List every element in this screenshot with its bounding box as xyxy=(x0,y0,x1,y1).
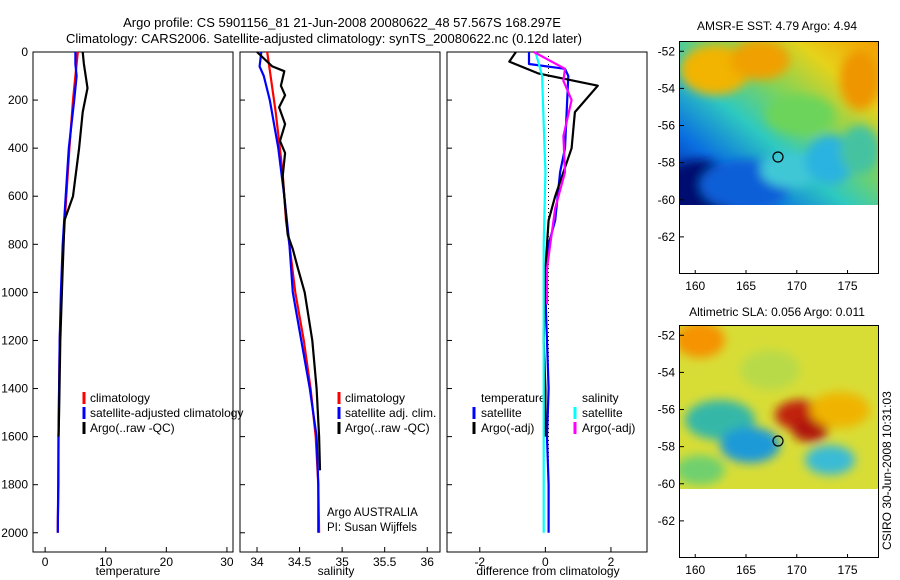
salinity-axes-frame xyxy=(239,51,441,553)
legend-label-sal-satellite: satellite xyxy=(582,406,623,420)
legend-label-argo: Argo(..raw -QC) xyxy=(90,421,175,435)
legend-header-salinity: salinity xyxy=(582,391,619,405)
legend-header-temperature: temperature xyxy=(481,391,546,405)
altimetric-sla-ytick-label: -56 xyxy=(658,403,676,417)
temperature-xtick-label: 30 xyxy=(220,555,234,569)
difference-legend: temperature satellite Argo(-adj) salinit… xyxy=(472,391,635,435)
salinity-xtick-label: 35.5 xyxy=(373,555,397,569)
legend-label-satellite: satellite-adjusted climatology xyxy=(90,406,243,420)
temperature-series-satellite-adjusted xyxy=(56,52,78,533)
legend-label-temp-argo: Argo(-adj) xyxy=(481,421,534,435)
temperature-ytick-label: 1600 xyxy=(1,430,28,444)
sla-map-frame xyxy=(679,325,879,558)
temperature-xtick-label: 10 xyxy=(99,555,113,569)
temperature-xlabel: temperature xyxy=(96,564,161,578)
temperature-ytick-label: 2000 xyxy=(1,526,28,540)
temperature-axes-frame xyxy=(32,51,234,553)
temperature-ytick-label: 1400 xyxy=(1,382,28,396)
temperature-panel: temperature xyxy=(32,51,234,578)
argo-position-marker xyxy=(772,435,784,447)
amsr-sst-ytick-label: -62 xyxy=(658,230,676,244)
argo-agency-annotation: Argo AUSTRALIA xyxy=(327,507,418,519)
temperature-ytick-label: 400 xyxy=(8,141,28,155)
amsr-sst-ytick-label: -52 xyxy=(658,44,676,58)
altimetric-sla-ytick-label: -60 xyxy=(658,477,676,491)
salinity-xtick-label: 35 xyxy=(335,555,349,569)
amsr-sst-xtick-label: 160 xyxy=(685,279,705,293)
altimetric-sla-ytick-label: -58 xyxy=(658,440,676,454)
legend-label-argo: Argo(..raw -QC) xyxy=(345,421,430,435)
difference-series-salinity-satellite xyxy=(534,51,547,533)
sst-map-title: AMSR-E SST: 4.79 Argo: 4.94 xyxy=(697,19,857,33)
temperature-ytick-label: 1000 xyxy=(1,285,28,299)
difference-panel: difference from climatology xyxy=(446,51,648,578)
temperature-ytick-label: 1800 xyxy=(1,478,28,492)
figure-title-line2: Climatology: CARS2006. Satellite-adjuste… xyxy=(66,31,582,46)
altimetric-sla-ytick-label: -52 xyxy=(658,328,676,342)
altimetric-sla-xtick-label: 165 xyxy=(736,563,756,577)
sla-heatmap xyxy=(680,326,878,489)
legend-label-satellite: satellite adj. clim. xyxy=(345,406,436,420)
salinity-xtick-label: 34.5 xyxy=(288,555,312,569)
amsr-sst-ytick-label: -54 xyxy=(658,81,676,95)
salinity-legend: climatology satellite adj. clim. Argo(..… xyxy=(327,391,436,534)
sst-map-panel: AMSR-E SST: 4.79 Argo: 4.94 xyxy=(679,19,879,274)
difference-xtick-label: 2 xyxy=(608,555,615,569)
difference-xtick-label: 0 xyxy=(542,555,549,569)
legend-label-temp-satellite: satellite xyxy=(481,406,522,420)
difference-xtick-label: -2 xyxy=(474,555,485,569)
amsr-sst-ytick-label: -60 xyxy=(658,193,676,207)
difference-series-temperature-argo xyxy=(508,51,599,437)
temperature-ytick-label: 600 xyxy=(8,189,28,203)
altimetric-sla-ytick-label: -62 xyxy=(658,514,676,528)
amsr-sst-ytick-label: -56 xyxy=(658,119,676,133)
salinity-panel: salinity xyxy=(239,51,441,578)
argo-position-marker xyxy=(772,151,784,163)
legend-label-sal-argo: Argo(-adj) xyxy=(582,421,635,435)
sst-map-frame xyxy=(679,41,879,274)
temperature-ytick-label: 0 xyxy=(21,45,28,59)
chart-marks: 0 10 20 30020040060080010001200140016001800… xyxy=(1,44,858,577)
amsr-sst-xtick-label: 170 xyxy=(787,279,807,293)
temperature-ytick-label: 200 xyxy=(8,93,28,107)
altimetric-sla-xtick-label: 160 xyxy=(685,563,705,577)
altimetric-sla-xtick-label: 170 xyxy=(787,563,807,577)
salinity-series-argo xyxy=(256,51,322,471)
altimetric-sla-ytick-label: -54 xyxy=(658,365,676,379)
legend-label-climatology: climatology xyxy=(90,391,150,405)
salinity-xtick-label: 34 xyxy=(250,555,264,569)
temperature-legend: climatology satellite-adjusted climatolo… xyxy=(82,391,243,435)
difference-xlabel: difference from climatology xyxy=(476,564,619,578)
temperature-xtick-label: 20 xyxy=(160,555,174,569)
figure-title-line1: Argo profile: CS 5901156_81 21-Jun-2008 … xyxy=(123,15,561,30)
sst-heatmap xyxy=(680,42,878,205)
legend-label-climatology: climatology xyxy=(345,391,405,405)
salinity-xlabel: salinity xyxy=(318,564,355,578)
salinity-series-satellite-adjusted xyxy=(258,51,320,533)
temperature-ytick-label: 1200 xyxy=(1,333,28,347)
temperature-series-argo xyxy=(57,51,89,437)
argo-pi-annotation: PI: Susan Wijffels xyxy=(327,522,417,534)
sla-map-title: Altimetric SLA: 0.056 Argo: 0.011 xyxy=(689,305,865,319)
difference-axes-frame xyxy=(446,51,648,553)
temperature-xtick-label: 0 xyxy=(42,555,49,569)
amsr-sst-xtick-label: 165 xyxy=(736,279,756,293)
altimetric-sla-xtick-label: 175 xyxy=(838,563,858,577)
temperature-ytick-label: 800 xyxy=(8,237,28,251)
amsr-sst-xtick-label: 175 xyxy=(838,279,858,293)
difference-series-salinity-argo xyxy=(533,51,573,305)
salinity-xtick-label: 36 xyxy=(421,555,435,569)
sla-map-panel: Altimetric SLA: 0.056 Argo: 0.011 xyxy=(679,305,879,558)
credit-timestamp: CSIRO 30-Jun-2008 10:31:03 xyxy=(880,391,894,550)
amsr-sst-ytick-label: -58 xyxy=(658,156,676,170)
